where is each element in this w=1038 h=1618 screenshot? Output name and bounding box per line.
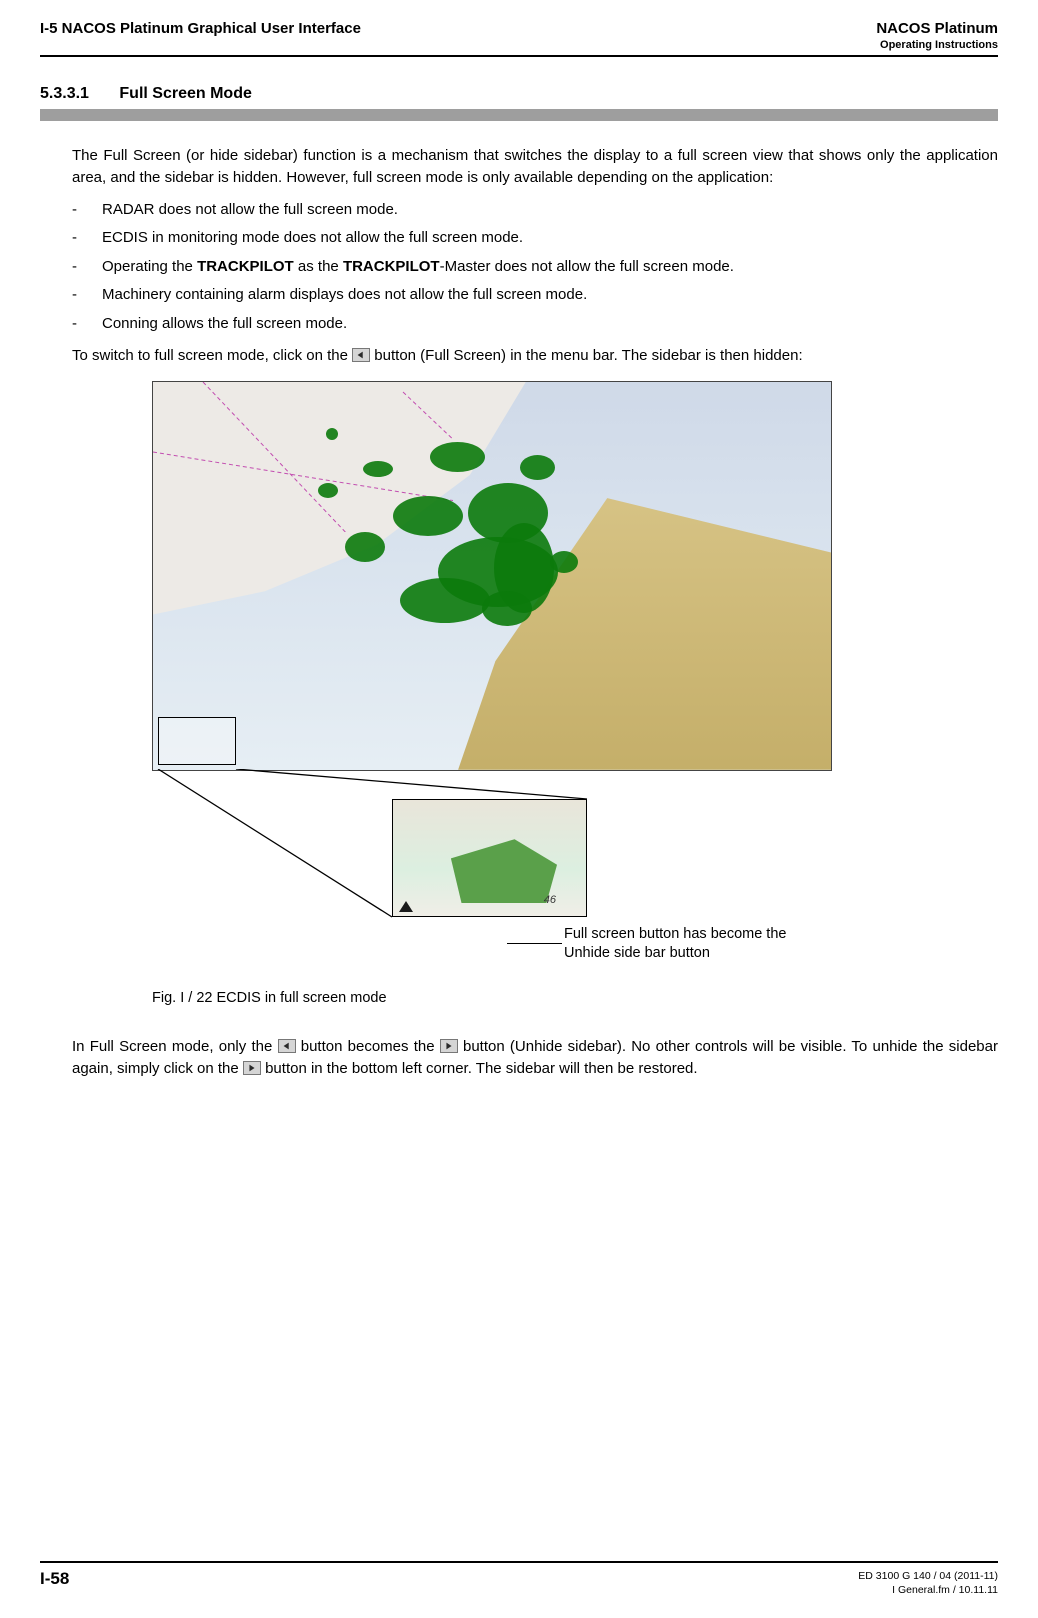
text: To switch to full screen mode, click on … [72, 347, 352, 364]
bullet-text: Conning allows the full screen mode. [102, 313, 347, 336]
bullet-dash: - [72, 227, 102, 250]
bullet-item: - RADAR does not allow the full screen m… [72, 199, 998, 222]
bullet-dash: - [72, 284, 102, 307]
header-right: NACOS Platinum Operating Instructions [876, 20, 998, 51]
bullet-item: - Machinery containing alarm displays do… [72, 284, 998, 307]
page-footer: I-58 ED 3100 G 140 / 04 (2011-11) I Gene… [40, 1561, 998, 1598]
doc-id: ED 3100 G 140 / 04 (2011-11) [858, 1569, 998, 1584]
bullet-dash: - [72, 256, 102, 279]
unhide-right-icon [243, 1061, 261, 1075]
text: button in the bottom left corner. The si… [265, 1060, 697, 1077]
fullscreen-left-icon [352, 348, 370, 362]
section-heading: 5.3.3.1 Full Screen Mode [40, 85, 998, 103]
zoom-depth-label: 46 [544, 894, 556, 906]
intro-paragraph: The Full Screen (or hide sidebar) functi… [72, 145, 998, 189]
footer-meta: ED 3100 G 140 / 04 (2011-11) I General.f… [858, 1569, 998, 1598]
callout-text: Full screen button has become the Unhide… [564, 913, 998, 964]
figure-caption: Fig. I / 22 ECDIS in full screen mode [152, 990, 998, 1006]
text: In Full Screen mode, only the [72, 1038, 278, 1055]
fullscreen-left-icon [278, 1039, 296, 1053]
header-product: NACOS Platinum [876, 20, 998, 37]
trackpilot-bold: TRACKPILOT [343, 258, 440, 275]
bullet-item: - ECDIS in monitoring mode does not allo… [72, 227, 998, 250]
callout-line1: Full screen button has become the [564, 925, 998, 945]
text: button becomes the [301, 1038, 440, 1055]
zoom-detail-box: 46 [392, 799, 587, 917]
bullet-text: Operating the TRACKPILOT as the TRACKPIL… [102, 256, 734, 279]
callout: Full screen button has become the Unhide… [152, 913, 998, 964]
bullet-text: RADAR does not allow the full screen mod… [102, 199, 398, 222]
text: -Master does not allow the full screen m… [440, 258, 734, 275]
text: button (Full Screen) in the menu bar. Th… [374, 347, 802, 364]
section-bar [40, 109, 998, 121]
zoom-callout: 46 [152, 769, 832, 929]
bullet-item: - Operating the TRACKPILOT as the TRACKP… [72, 256, 998, 279]
text: as the [294, 258, 343, 275]
callout-leader-line [507, 943, 562, 944]
content-area: The Full Screen (or hide sidebar) functi… [40, 145, 998, 1079]
closing-paragraph: In Full Screen mode, only the button bec… [72, 1036, 998, 1080]
text: Operating the [102, 258, 197, 275]
bullet-item: - Conning allows the full screen mode. [72, 313, 998, 336]
switch-paragraph: To switch to full screen mode, click on … [72, 345, 998, 367]
trackpilot-bold: TRACKPILOT [197, 258, 294, 275]
radar-overlay [289, 401, 662, 673]
ecdis-screenshot [152, 381, 832, 771]
bullet-dash: - [72, 313, 102, 336]
callout-line2: Unhide side bar button [564, 944, 998, 964]
footer-rule [40, 1561, 998, 1563]
figure: 46 [152, 381, 998, 929]
bullet-dash: - [72, 199, 102, 222]
bullet-text: ECDIS in monitoring mode does not allow … [102, 227, 523, 250]
file-id: I General.fm / 10.11.11 [858, 1583, 998, 1598]
header-subtitle: Operating Instructions [876, 39, 998, 51]
page-header: I-5 NACOS Platinum Graphical User Interf… [40, 20, 998, 51]
section-number: 5.3.3.1 [40, 85, 89, 102]
corner-highlight-box [158, 717, 236, 765]
bullet-list: - RADAR does not allow the full screen m… [72, 199, 998, 336]
header-rule [40, 55, 998, 57]
section-title: Full Screen Mode [119, 85, 251, 102]
bullet-text: Machinery containing alarm displays does… [102, 284, 587, 307]
unhide-right-icon [440, 1039, 458, 1053]
unhide-sidebar-icon[interactable] [399, 901, 413, 912]
header-left: I-5 NACOS Platinum Graphical User Interf… [40, 20, 361, 37]
page-number: I-58 [40, 1569, 69, 1589]
